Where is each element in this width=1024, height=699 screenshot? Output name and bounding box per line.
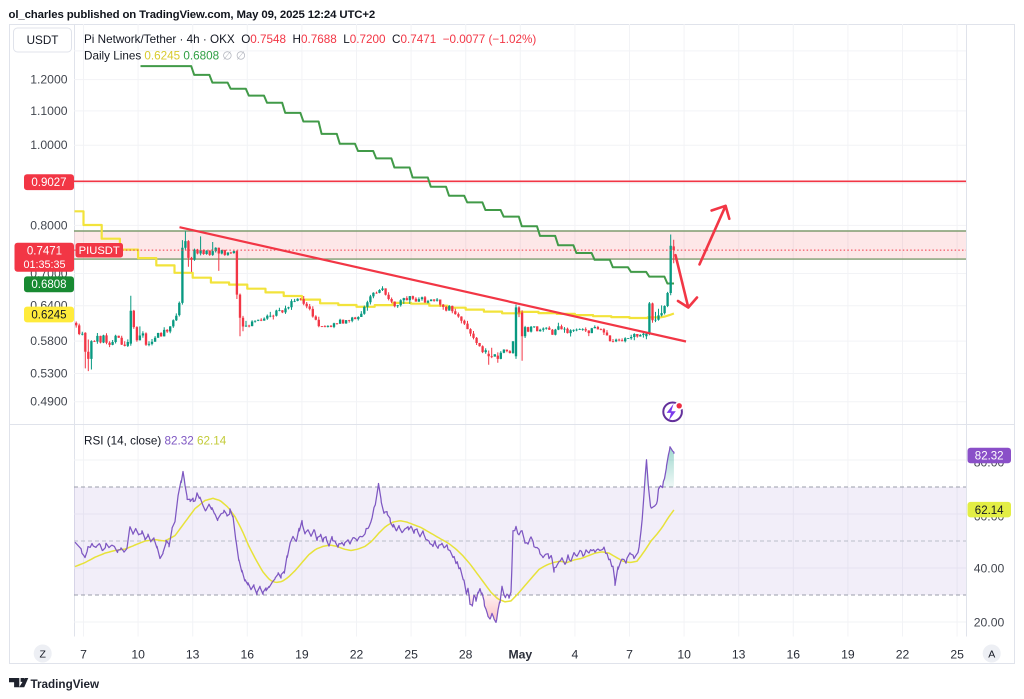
svg-text:ol_charles published on Tradin: ol_charles published on TradingView.com,… (9, 9, 376, 21)
svg-text:0.5800: 0.5800 (30, 334, 67, 348)
svg-text:22: 22 (350, 648, 364, 662)
svg-text:1.0000: 1.0000 (30, 138, 67, 152)
svg-text:62.14: 62.14 (975, 505, 1004, 517)
svg-text:25: 25 (404, 648, 418, 662)
svg-text:25: 25 (950, 648, 964, 662)
svg-text:May: May (508, 648, 532, 662)
svg-text:Daily Lines 0.6245 0.6808 ∅ ∅: Daily Lines 0.6245 0.6808 ∅ ∅ (84, 49, 246, 62)
svg-text:0.5300: 0.5300 (30, 367, 67, 381)
svg-text:19: 19 (295, 648, 309, 662)
svg-text:0.7471: 0.7471 (27, 246, 62, 258)
svg-text:A: A (988, 649, 995, 661)
svg-text:16: 16 (787, 648, 801, 662)
svg-text:20.00: 20.00 (974, 616, 1005, 630)
svg-text:10: 10 (677, 648, 691, 662)
svg-text:1.2000: 1.2000 (30, 73, 67, 87)
svg-text:TradingView: TradingView (31, 678, 101, 691)
svg-text:13: 13 (732, 648, 746, 662)
svg-text:82.32: 82.32 (975, 451, 1004, 463)
svg-text:0.4900: 0.4900 (30, 395, 67, 409)
svg-text:7: 7 (626, 648, 633, 662)
svg-text:0.6245: 0.6245 (31, 309, 66, 321)
svg-text:01:35:35: 01:35:35 (23, 259, 65, 271)
svg-text:40.00: 40.00 (974, 562, 1005, 576)
svg-text:7: 7 (80, 648, 87, 662)
svg-text:22: 22 (896, 648, 910, 662)
svg-text:0.8000: 0.8000 (30, 218, 67, 232)
svg-text:PIUSDT: PIUSDT (79, 245, 120, 257)
svg-text:RSI (14, close) 82.32 62.14: RSI (14, close) 82.32 62.14 (84, 435, 227, 448)
svg-text:19: 19 (841, 648, 855, 662)
svg-text:Z: Z (39, 649, 46, 661)
svg-text:4: 4 (572, 648, 579, 662)
svg-text:13: 13 (186, 648, 200, 662)
svg-text:1.1000: 1.1000 (30, 104, 67, 118)
svg-text:28: 28 (459, 648, 473, 662)
svg-text:10: 10 (131, 648, 145, 662)
svg-text:0.9027: 0.9027 (31, 177, 66, 189)
svg-text:USDT: USDT (27, 34, 59, 47)
svg-text:0.6808: 0.6808 (31, 279, 66, 291)
svg-text:Pi Network/Tether · 4h · OKX: Pi Network/Tether · 4h · OKX O0.7548 H0.… (84, 33, 536, 46)
svg-text:16: 16 (241, 648, 255, 662)
